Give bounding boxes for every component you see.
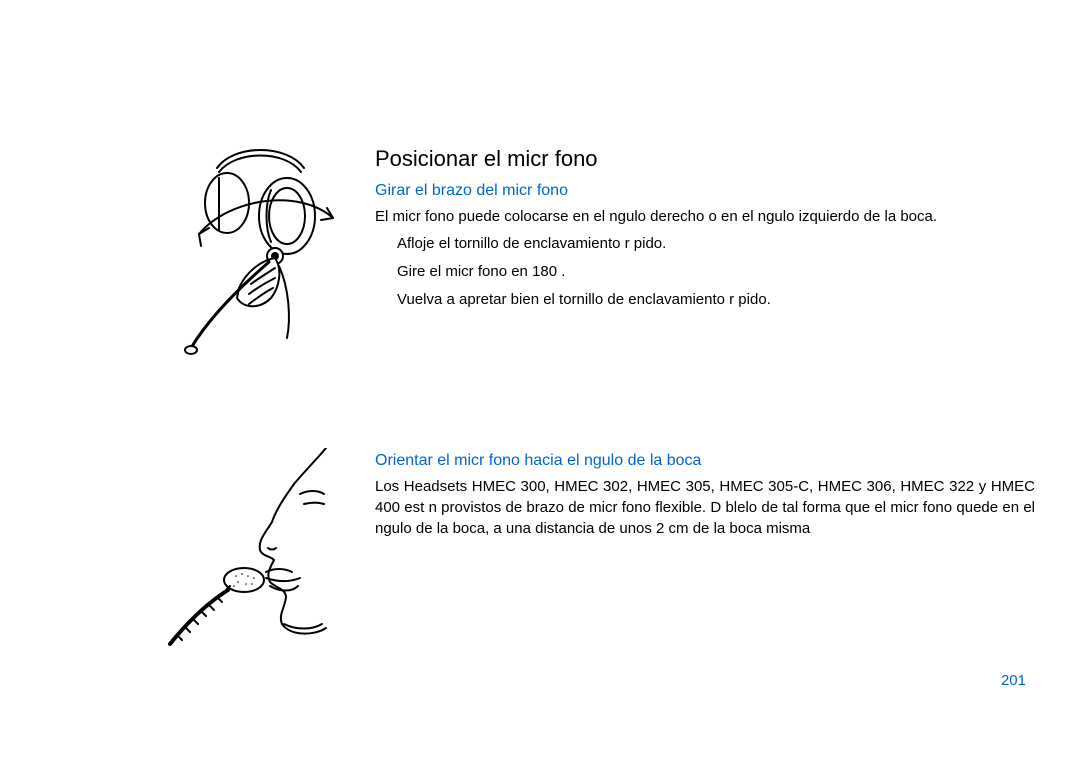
headset-rotate-boom-illustration	[179, 138, 347, 366]
face-mic-svg	[166, 448, 334, 646]
headset-rotate-svg	[179, 138, 347, 366]
subhead-orient-mic: Orientar el micr fono hacia el ngulo de …	[375, 452, 1035, 470]
step-2: Gire el micr fono en 180 .	[375, 261, 1035, 283]
section-orient-mic: Orientar el micr fono hacia el ngulo de …	[375, 452, 1035, 545]
face-mic-position-illustration	[166, 448, 334, 646]
subhead-rotate-boom: Girar el brazo del micr fono	[375, 182, 1035, 200]
step-1: Afloje el tornillo de enclavamiento r pi…	[375, 233, 1035, 255]
body-orient-mic: Los Headsets HMEC 300, HMEC 302, HMEC 30…	[375, 476, 1035, 539]
step-3: Vuelva a apretar bien el tornillo de enc…	[375, 289, 1035, 311]
page-heading: Posicionar el micr fono	[375, 146, 1035, 172]
manual-page: Posicionar el micr fono Girar el brazo d…	[0, 0, 1080, 763]
page-number: 201	[1001, 672, 1026, 689]
section-position-mic: Posicionar el micr fono Girar el brazo d…	[375, 146, 1035, 316]
intro-rotate-boom: El micr fono puede colocarse en el ngulo…	[375, 206, 1035, 227]
